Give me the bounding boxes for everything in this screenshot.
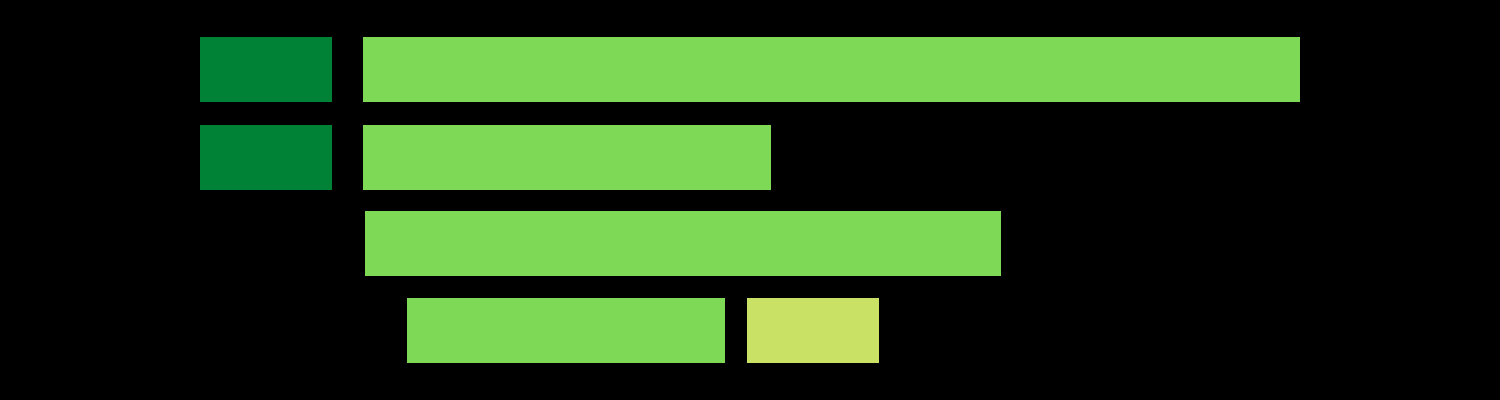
row-1-light-green-bar bbox=[363, 37, 1300, 102]
row-4-light-green-bar bbox=[407, 298, 725, 363]
row-2-light-green-bar bbox=[363, 125, 771, 190]
row-3-light-green-bar bbox=[365, 211, 1001, 276]
row-1-dark-green-block bbox=[200, 37, 332, 102]
row-4-yellow-green-block bbox=[747, 298, 879, 363]
row-2-dark-green-block bbox=[200, 125, 332, 190]
